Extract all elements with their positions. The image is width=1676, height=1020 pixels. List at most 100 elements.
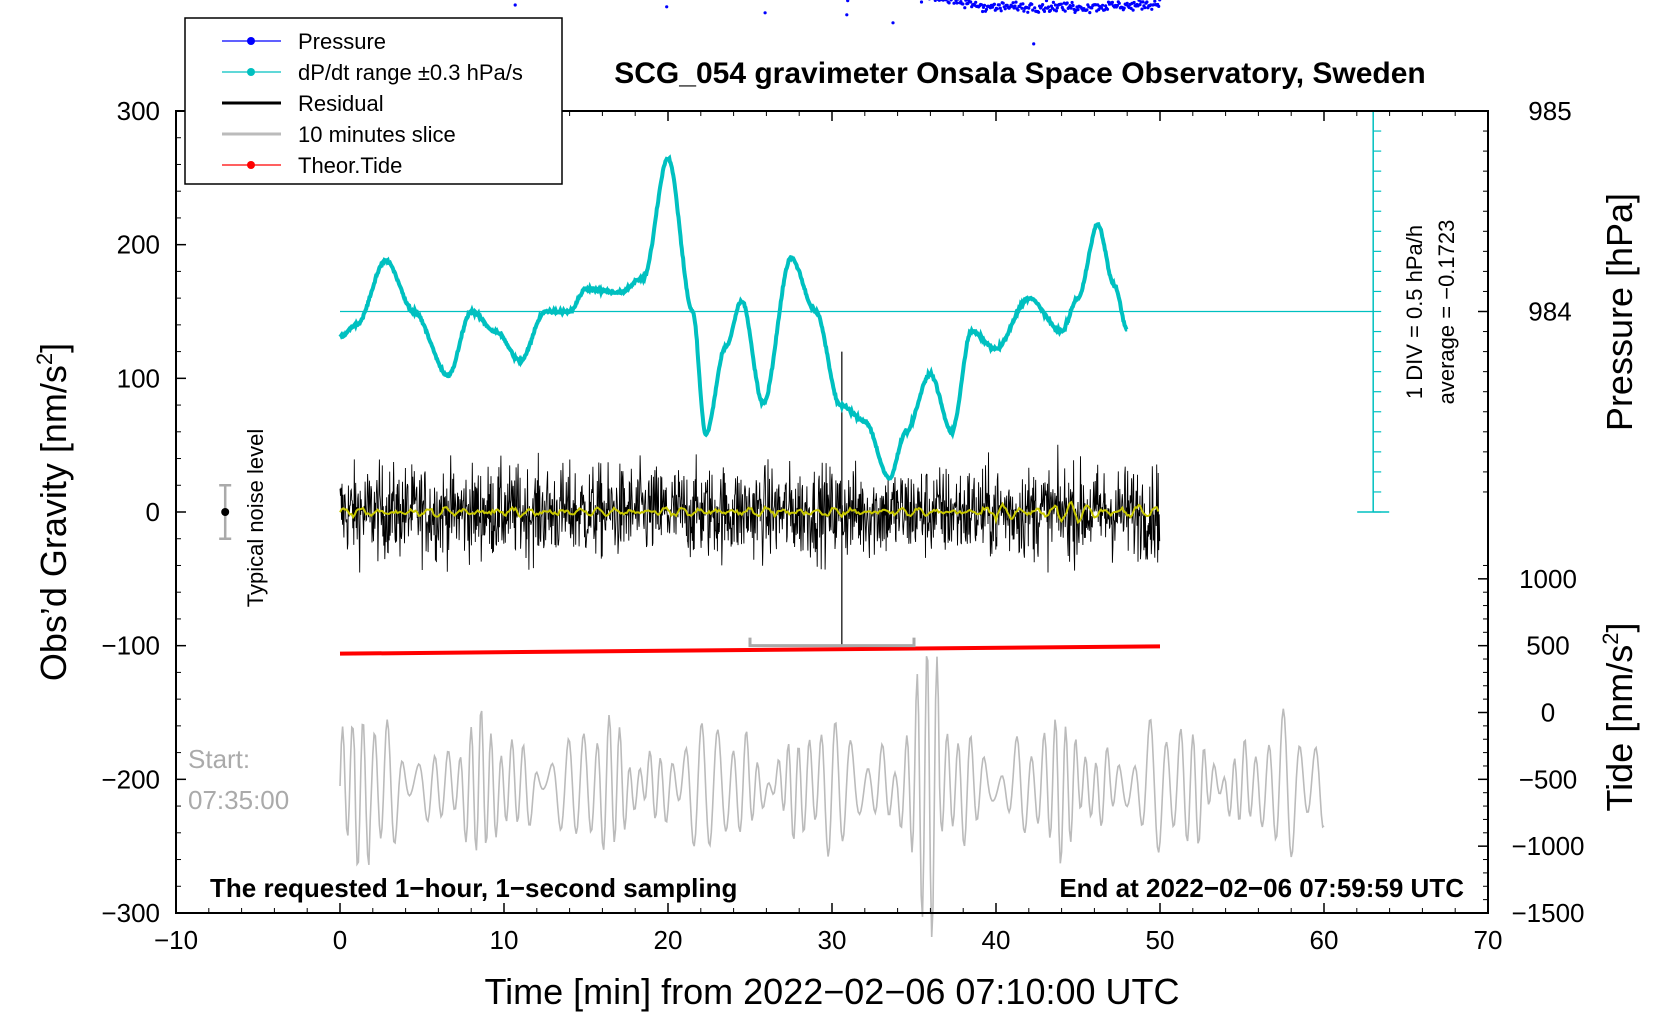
x-tick-label: 0 xyxy=(333,925,347,955)
pressure-point xyxy=(933,0,937,2)
pressure-point xyxy=(1157,4,1161,8)
x-tick-label: 10 xyxy=(490,925,519,955)
pressure-point xyxy=(1041,3,1045,7)
pressure-point xyxy=(1097,8,1101,12)
pressure-point xyxy=(1003,7,1007,11)
pressure-point xyxy=(1132,0,1136,5)
x-tick-label: 30 xyxy=(818,925,847,955)
pressure-point xyxy=(1131,8,1135,12)
pressure-point xyxy=(1044,0,1049,3)
pressure-point xyxy=(1011,1,1015,5)
pressure-point xyxy=(981,9,985,14)
pressure-point xyxy=(1026,10,1030,14)
x-tick-label: 20 xyxy=(654,925,683,955)
pressure-point xyxy=(1053,3,1057,7)
pressure-point xyxy=(982,3,987,7)
pressure-point xyxy=(1054,9,1058,13)
legend-label: Theor.Tide xyxy=(298,153,402,178)
sampling-note: The requested 1−hour, 1−second sampling xyxy=(210,873,737,903)
pressure-point xyxy=(1068,4,1072,8)
chart-title: SCG_054 gravimeter Onsala Space Observat… xyxy=(614,57,1426,90)
pressure-point xyxy=(963,6,967,10)
pressure-point xyxy=(984,7,989,11)
pressure-point xyxy=(763,11,767,15)
noise-level-label: Typical noise level xyxy=(243,429,268,608)
pressure-point xyxy=(1105,7,1110,11)
legend-box xyxy=(184,17,563,185)
pressure-point xyxy=(980,3,984,7)
noise-level-dot xyxy=(221,508,230,516)
pressure-point xyxy=(1022,9,1026,13)
pressure-point xyxy=(1125,1,1129,5)
pressure-point xyxy=(1115,3,1119,8)
pressure-point xyxy=(665,5,669,9)
slice-series-line xyxy=(339,655,1325,938)
pressure-point xyxy=(995,7,999,11)
pressure-point xyxy=(1110,0,1114,4)
pressure-point xyxy=(1071,3,1075,8)
pressure-point xyxy=(1013,4,1017,8)
pressure-point xyxy=(1046,5,1051,9)
div-label: 1 DIV = 0.5 hPa/h xyxy=(1402,225,1427,399)
pressure-point xyxy=(952,1,956,5)
pressure-point xyxy=(1100,6,1104,10)
pressure-point xyxy=(1059,2,1063,6)
tide-tick-label: 0 xyxy=(1541,698,1555,728)
pressure-point xyxy=(992,2,997,6)
pressure-point xyxy=(947,1,951,5)
pressure-point xyxy=(997,3,1001,7)
slice-bracket xyxy=(748,637,916,648)
y-tick-label: 200 xyxy=(117,230,160,260)
pressure-point xyxy=(1014,0,1018,4)
tide-tick-label: −500 xyxy=(1519,764,1578,794)
pressure-point xyxy=(1051,0,1055,4)
pressure-point xyxy=(1032,42,1036,46)
pressure-point xyxy=(928,0,931,1)
residual-smooth-line xyxy=(339,500,1160,525)
pressure-point xyxy=(1138,3,1142,7)
pressure-point xyxy=(1001,1,1005,5)
residual-series-line xyxy=(339,444,1161,573)
pressure-point xyxy=(998,6,1002,10)
start-label: Start: xyxy=(188,744,250,774)
pressure-point xyxy=(1122,6,1126,10)
tide-tick-label: −1000 xyxy=(1511,831,1584,861)
pressure-point xyxy=(961,2,965,6)
x-tick-label: 50 xyxy=(1146,925,1175,955)
pressure-point xyxy=(1037,10,1041,14)
legend-label: Pressure xyxy=(298,29,386,54)
pressure-point xyxy=(1030,2,1034,6)
legend-swatch-marker xyxy=(247,161,255,169)
pressure-point xyxy=(1065,1,1069,5)
pressure-point xyxy=(1027,6,1031,10)
axes-layer: −10 0 10 20 30 40 50 60 70−300−200−1000100200300… xyxy=(101,96,1584,955)
pressure-point xyxy=(1150,7,1154,11)
pressure-point xyxy=(1140,7,1144,11)
x-axis-label: Time [min] from 2022−02−06 07:10:00 UTC xyxy=(484,971,1179,1012)
y-tick-label: −100 xyxy=(101,631,160,661)
pressure-point xyxy=(956,0,960,1)
pressure-point xyxy=(1063,9,1067,13)
pressure-point xyxy=(1145,0,1149,4)
pressure-point xyxy=(1085,8,1089,12)
pressure-tick-label: 984 xyxy=(1528,297,1571,327)
average-label: average = −0.1723 xyxy=(1434,220,1459,405)
pressure-point xyxy=(1048,8,1052,13)
legend-label: 10 minutes slice xyxy=(298,122,456,147)
y-axis-label-pressure: Pressure [hPa] xyxy=(1599,193,1640,431)
pressure-point xyxy=(999,9,1003,13)
y-tick-label: 300 xyxy=(117,96,160,126)
pressure-point xyxy=(1143,6,1147,10)
pressure-point xyxy=(513,3,517,7)
y-tick-label: 100 xyxy=(117,363,160,393)
pressure-point xyxy=(1117,1,1121,5)
start-time-label: 07:35:00 xyxy=(188,785,289,815)
y-tick-label: 0 xyxy=(146,497,160,527)
tide-tick-label: 1000 xyxy=(1519,564,1577,594)
pressure-point xyxy=(1055,6,1059,10)
pressure-point xyxy=(891,21,895,25)
y-tick-label: −300 xyxy=(101,898,160,928)
pressure-point xyxy=(964,0,968,2)
pressure-point xyxy=(1141,0,1145,4)
